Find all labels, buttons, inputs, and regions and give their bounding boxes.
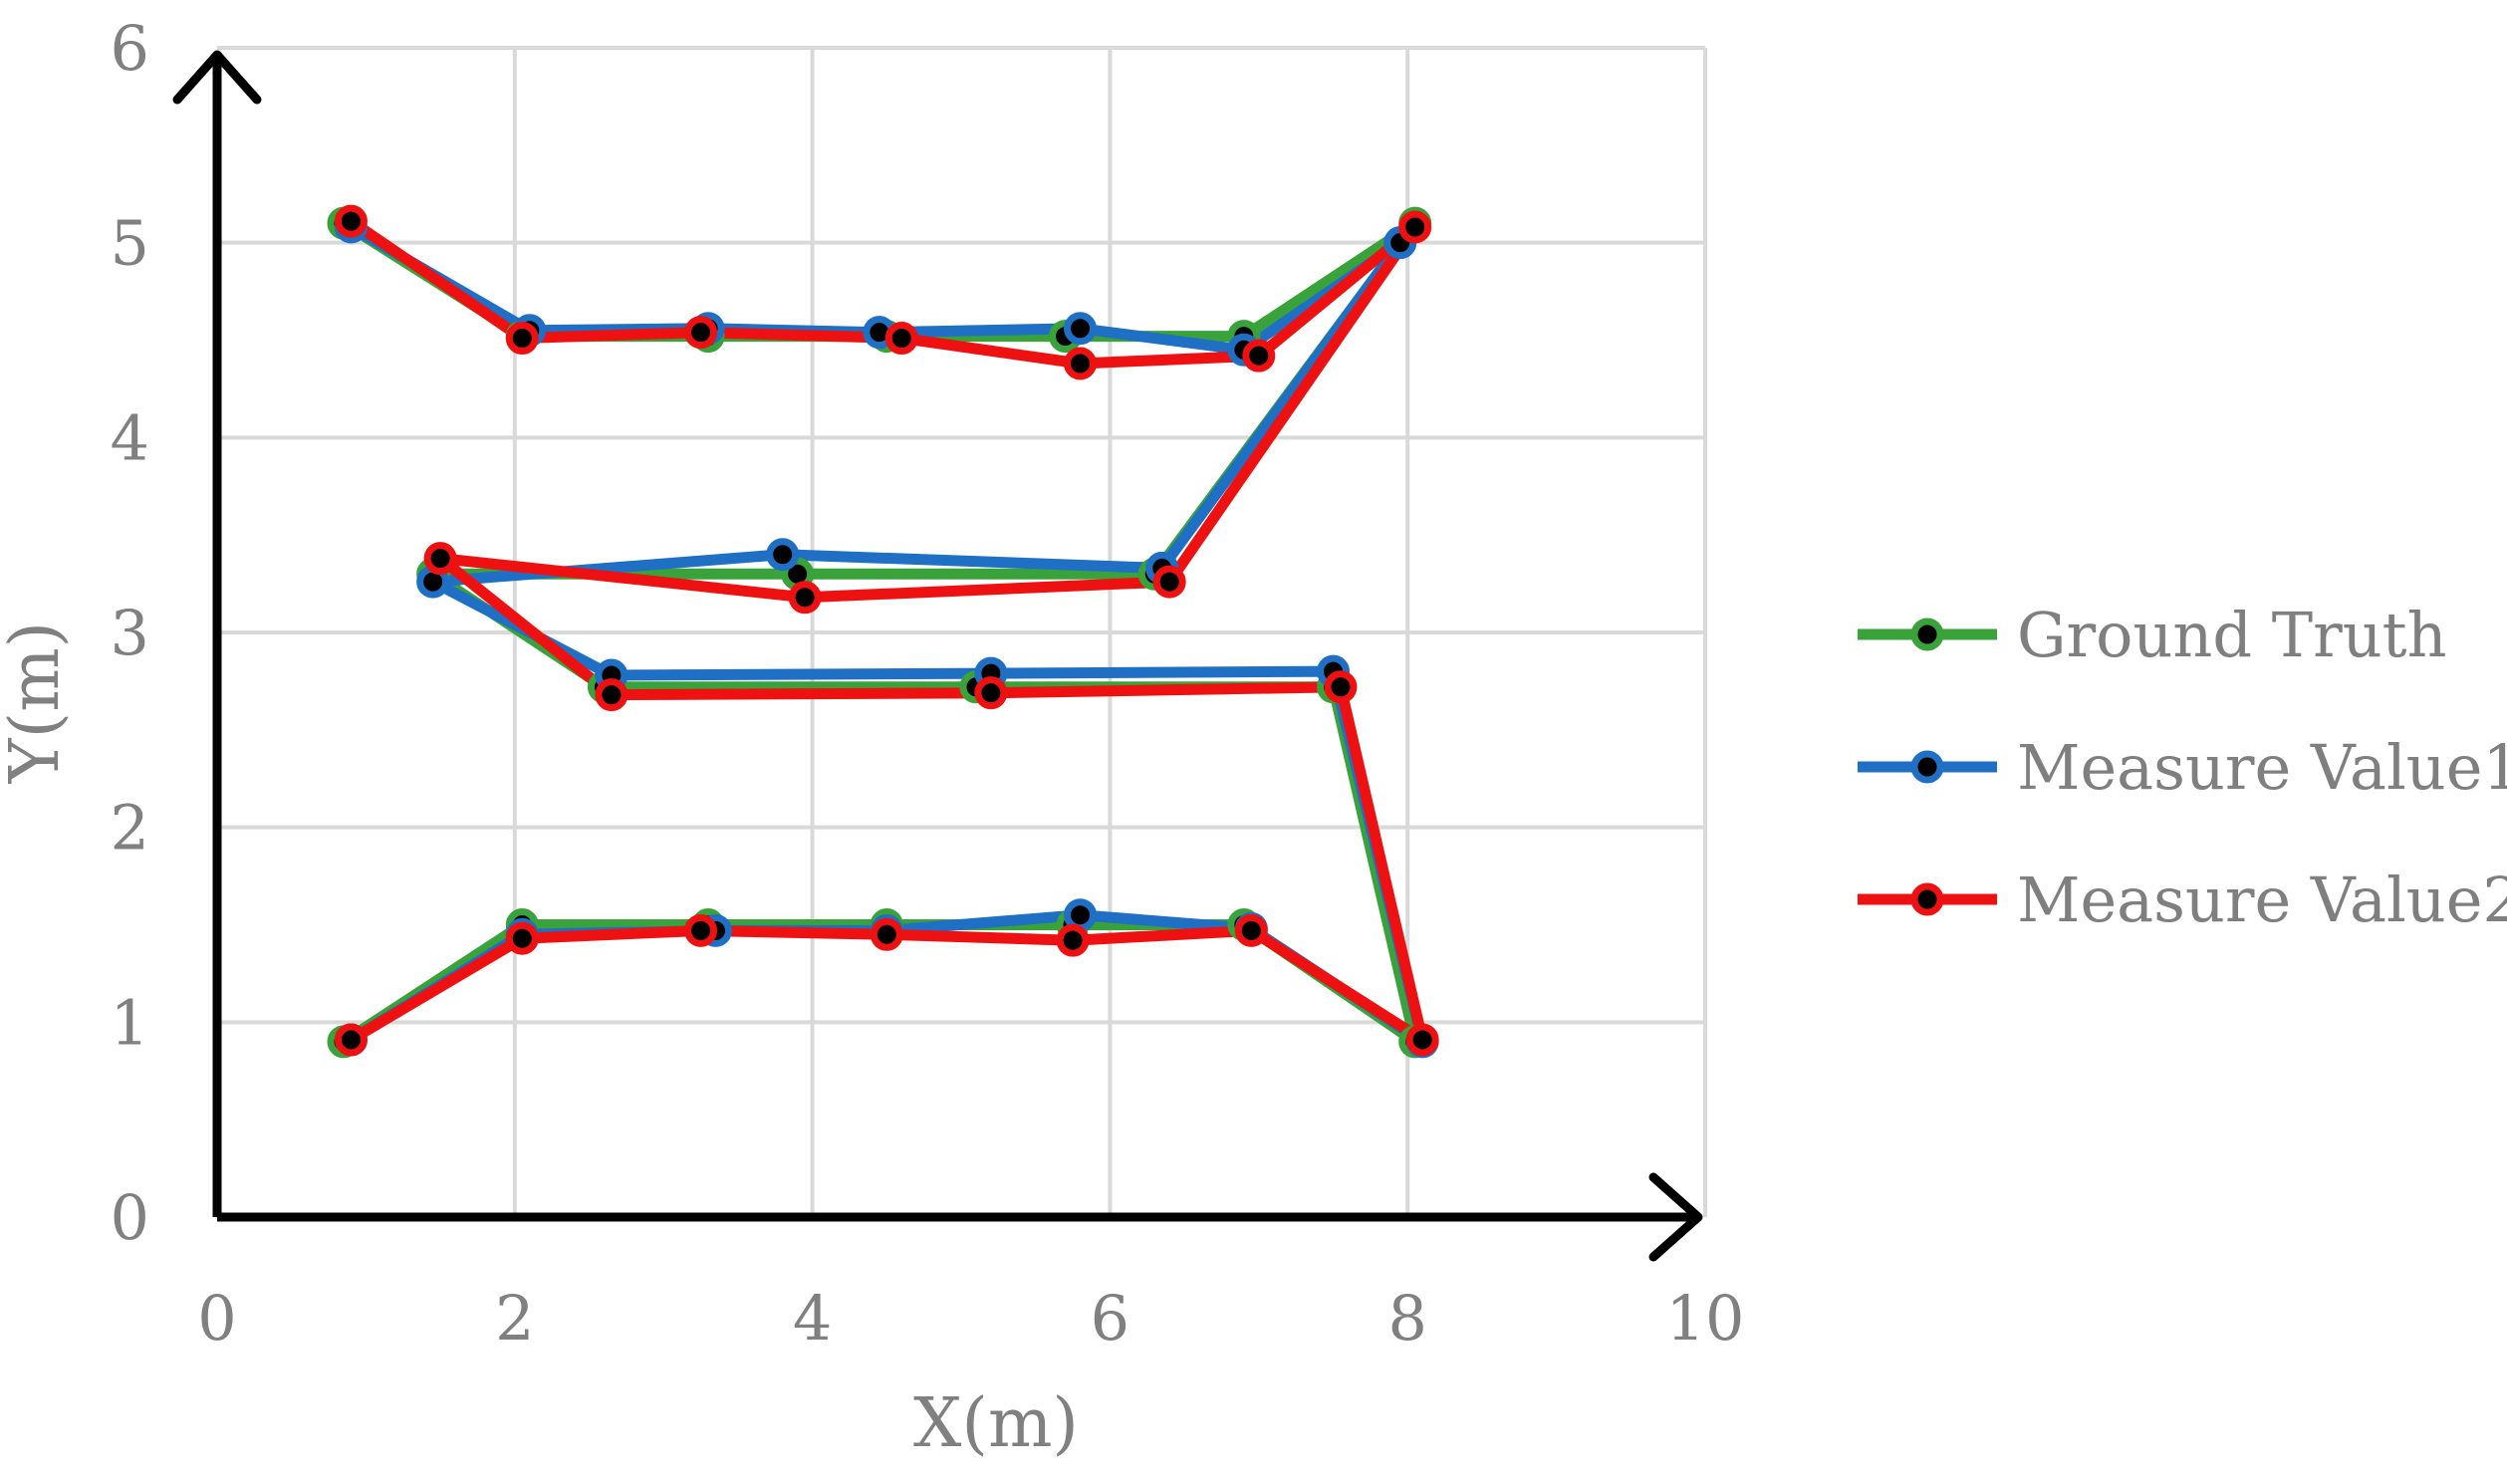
legend-label: Measure Value1 [2017,731,2507,804]
legend: Ground Truth Measure Value1 Measure Value2 [1858,599,2507,936]
y-axis-arrow [172,50,262,105]
series-point-2 [1234,913,1268,947]
series-point-2 [1064,347,1098,380]
gridlines [217,46,1707,1217]
series-point-1 [766,538,800,572]
x-tick-label: 6 [1091,1282,1129,1355]
series-point-2 [1242,339,1276,372]
y-tick-label: 3 [111,597,149,669]
series-point-2 [334,1023,368,1057]
y-axis-title: Y(m) [0,621,75,784]
series-point-2 [1324,670,1358,704]
legend-marker [1910,618,1944,651]
legend-marker [1910,882,1944,916]
series-markers [327,204,1439,1059]
x-axis-title: X(m) [913,1384,1079,1463]
series-point-2 [684,913,718,947]
y-tick-label: 6 [111,12,149,85]
series-point-2 [1056,923,1090,957]
series-point-2 [595,678,628,712]
series-point-2 [884,322,918,356]
y-tick-label: 4 [111,401,149,474]
x-tick-label: 4 [793,1282,832,1355]
axes [172,50,1703,1262]
series-point-2 [334,204,368,238]
legend-label: Ground Truth [2017,599,2447,671]
series-point-2 [788,581,822,615]
series-line-2 [346,215,1428,1046]
series-point-1 [1064,312,1098,346]
y-tick-label: 1 [111,986,149,1059]
series-point-2 [1152,565,1186,599]
series-point-2 [1405,1023,1439,1057]
series-point-2 [423,542,457,576]
series-point-2 [870,917,903,951]
tick-labels: 0 2 4 6 8 10 0 1 2 3 4 5 6 [111,12,1745,1355]
x-tick-label: 10 [1666,1282,1745,1355]
x-tick-label: 0 [197,1282,236,1355]
legend-marker [1910,750,1944,784]
series-point-2 [974,676,1008,710]
series-point-2 [505,322,539,356]
y-tick-label: 2 [111,792,149,865]
series-point-2 [684,316,718,350]
series-point-2 [505,921,539,955]
y-tick-label: 5 [111,207,149,280]
x-tick-label: 8 [1387,1282,1426,1355]
y-tick-label: 0 [111,1181,149,1254]
legend-label: Measure Value2 [2017,864,2507,936]
x-tick-label: 2 [495,1282,534,1355]
series-point-2 [1398,210,1432,244]
x-axis-arrow [1648,1172,1703,1262]
